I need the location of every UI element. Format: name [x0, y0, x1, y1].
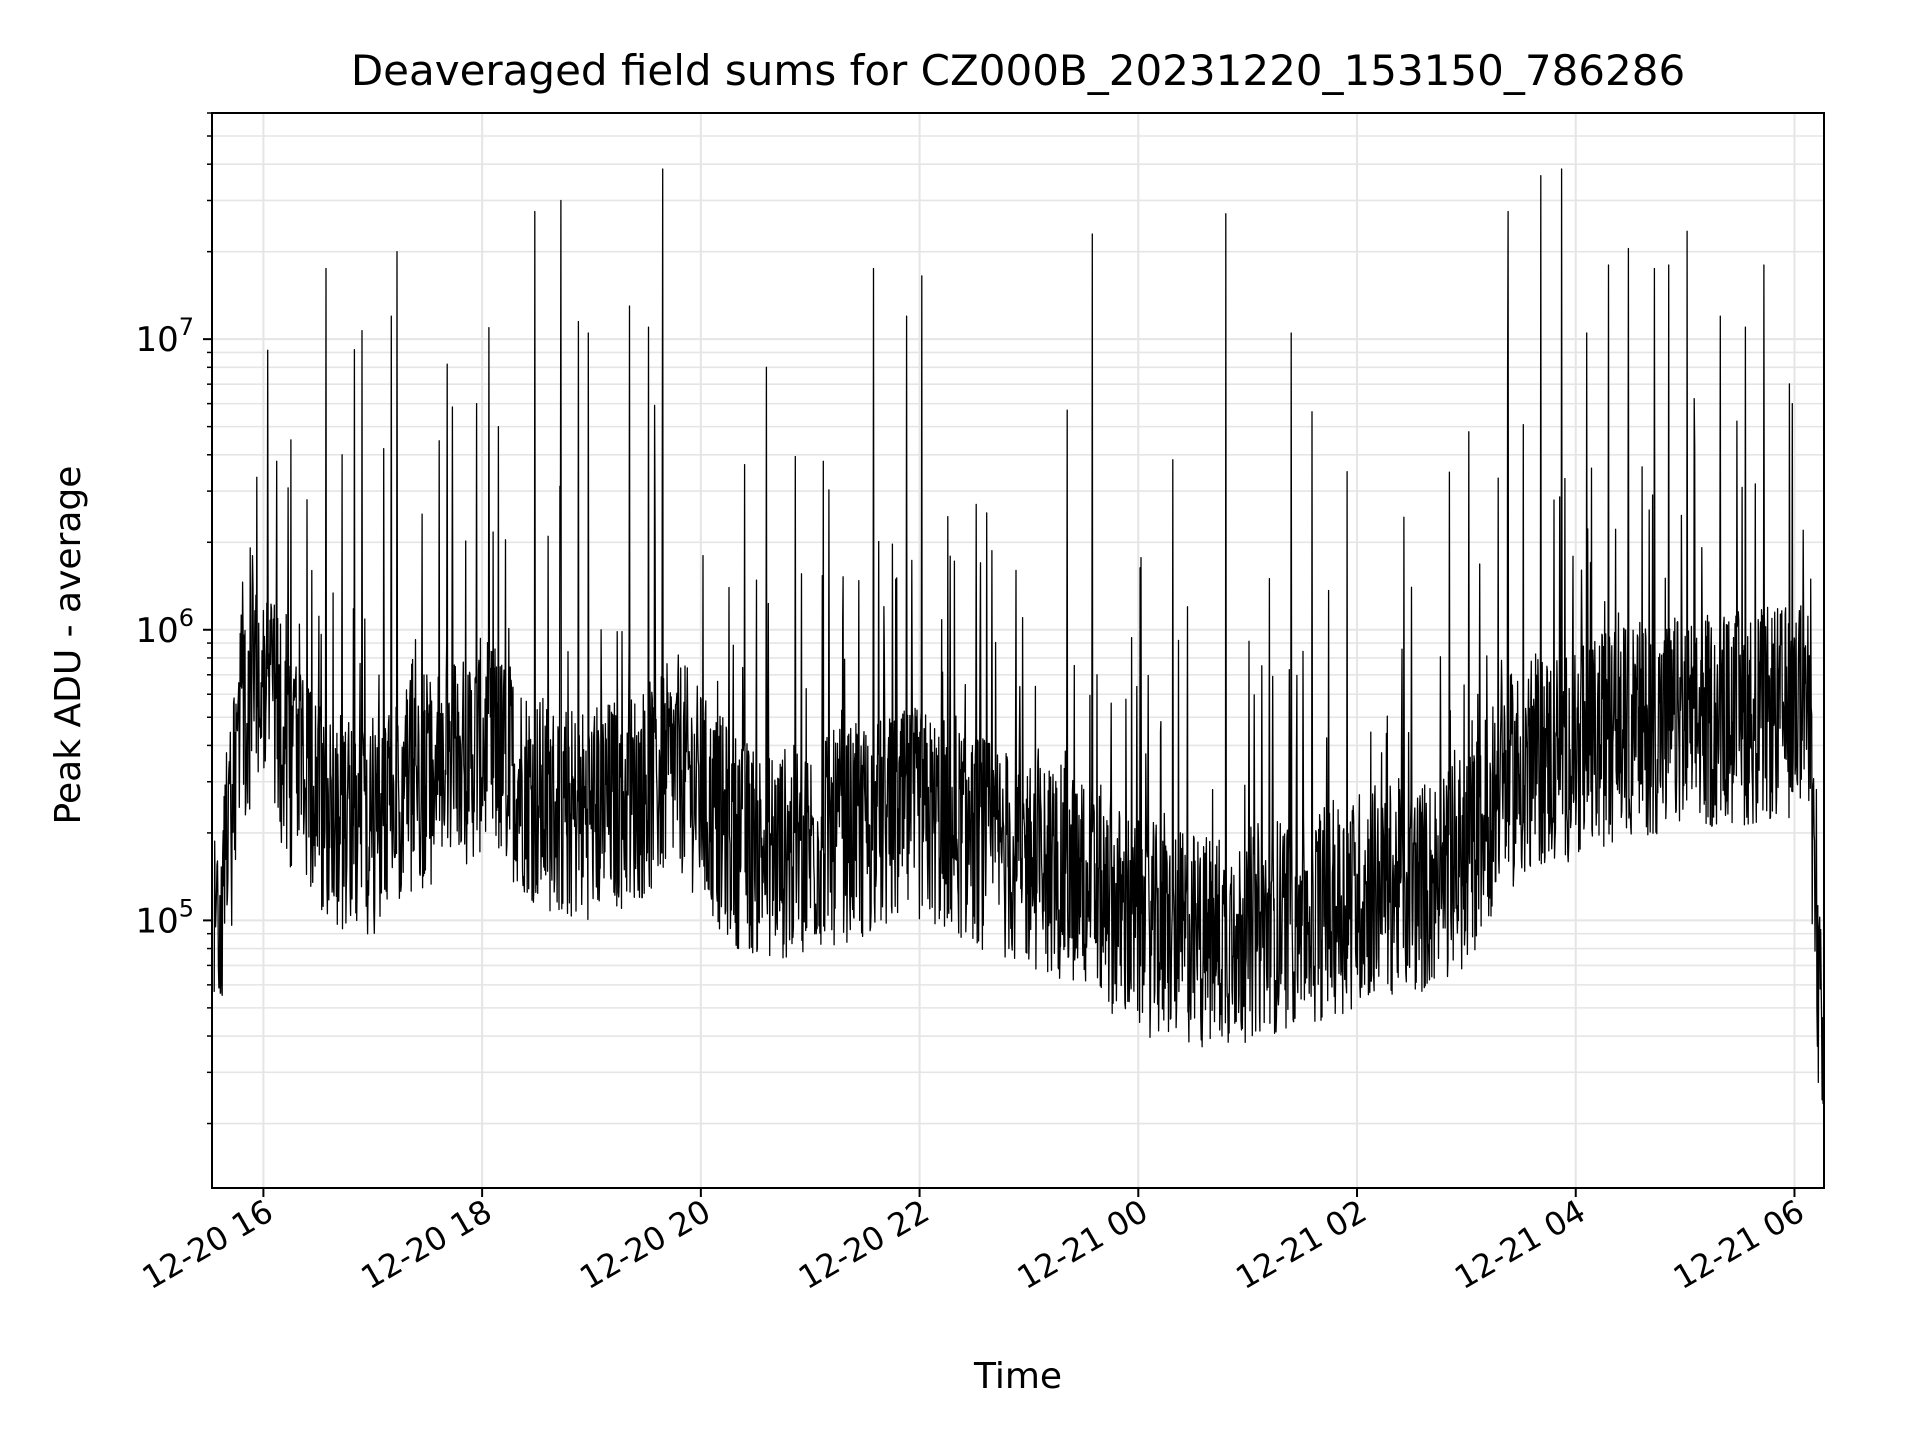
y-axis-label: Peak ADU - average — [48, 466, 89, 825]
data-series-line — [213, 168, 1825, 1105]
data-layer — [213, 168, 1825, 1105]
y-tick-label: 107 — [135, 313, 194, 360]
x-axis-label: Time — [973, 1356, 1062, 1397]
chart-title: Deaveraged field sums for CZ000B_2023122… — [351, 46, 1685, 95]
y-tick-label: 105 — [135, 894, 194, 941]
y-tick-label: 106 — [135, 604, 194, 651]
plot-frame — [211, 112, 1825, 1189]
